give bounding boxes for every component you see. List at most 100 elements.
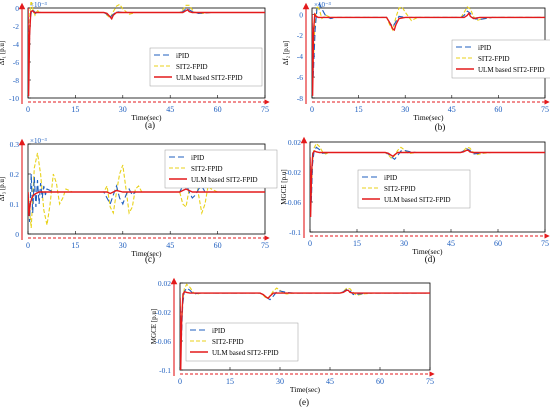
legend: iPID SIT2-FPID ULM based SIT2-FPID [357, 169, 471, 209]
legend-label: iPID [478, 44, 491, 52]
x-tick-label: 30 [400, 239, 408, 248]
x-axis-label: Time(sec) [413, 113, 444, 122]
y-tick-label: -0.06 [155, 337, 171, 346]
y-tick-label: -0.1 [159, 366, 171, 375]
x-axis-label: Time(sec) [131, 113, 162, 122]
x-tick-label: 75 [426, 377, 434, 386]
x-axis-label: Time(sec) [412, 247, 443, 256]
legend-label: ULM based SIT2-FPID [176, 74, 243, 82]
x-tick-label: 0 [310, 105, 314, 114]
y-tick-label: 0.02 [158, 279, 171, 288]
x-tick-label: 15 [71, 241, 79, 250]
axis-multiplier: ×10⁻³ [314, 1, 331, 9]
x-tick-label: 15 [355, 105, 363, 114]
x-tick-label: 60 [494, 239, 502, 248]
x-tick-label: 45 [448, 105, 456, 114]
x-tick-label: 30 [119, 241, 127, 250]
y-tick-label: -0.1 [289, 228, 301, 237]
legend-label: ULM based SIT2-FPID [478, 66, 545, 74]
series-line-sit2 [310, 142, 545, 195]
x-tick-label: 30 [276, 377, 284, 386]
series-line-ipid [28, 7, 265, 58]
chart-panel-c: 0 15 30 45 60 75 0 0.1 0.2 0.3 ×10⁻³ Time(sec) Δf₃ [… [0, 137, 278, 264]
y-tick-label: 0.1 [10, 200, 20, 209]
x-tick-label: 75 [261, 241, 269, 250]
x-tick-label: 60 [214, 105, 222, 114]
legend-label: iPID [384, 174, 397, 182]
y-tick-label: 0.2 [10, 170, 20, 179]
legend-label: SIT2-FPID [212, 338, 244, 346]
series-line-sit2 [312, 4, 545, 67]
legend: iPID SIT2-FPID ULM based SIT2-FPID [451, 39, 550, 79]
chart-panel-b: 0 15 30 45 60 75 -8 -6 -4 -2 0 ×10⁻³ Time(sec) Δf₂ [p… [282, 1, 550, 132]
legend: iPID SIT2-FPID ULM based SIT2-FPID [164, 149, 278, 189]
series-line-sit2 [28, 2, 265, 67]
x-tick-label: 0 [26, 105, 30, 114]
y-tick-label: 0.02 [288, 138, 301, 147]
series-line-ipid [312, 2, 545, 78]
series-line-ulm [180, 289, 430, 370]
series-line-ipid [28, 173, 265, 223]
x-tick-label: 45 [166, 105, 174, 114]
y-axis-label: Δf₂ [p.u] [282, 41, 290, 65]
x-tick-label: 75 [261, 105, 269, 114]
y-tick-label: 0.3 [10, 140, 20, 149]
legend-label: ULM based SIT2-FPID [384, 196, 451, 204]
x-tick-label: 60 [376, 377, 384, 386]
legend: iPID SIT2-FPID ULM based SIT2-FPID [185, 322, 299, 362]
legend-box [185, 322, 299, 362]
axis-multiplier: ×10⁻³ [30, 137, 47, 145]
y-tick-label: -4 [297, 52, 303, 61]
series-line-ulm [28, 7, 265, 97]
series-line-sit2 [180, 283, 430, 334]
y-axis-label: MGCE [p.u] [280, 169, 288, 204]
legend: iPID SIT2-FPID ULM based SIT2-FPID [149, 47, 263, 87]
y-tick-label: 0 [299, 10, 303, 19]
x-tick-label: 0 [26, 241, 30, 250]
panel-caption: (a) [145, 120, 155, 130]
legend-label: ULM based SIT2-FPID [191, 176, 258, 184]
chart-panel-d: 0 15 30 45 60 75 -0.1 -0.06 -0.02 0.02 Time(sec) MG… [280, 136, 550, 264]
panel-caption: (b) [435, 122, 446, 132]
x-tick-label: 75 [541, 239, 549, 248]
y-tick-label: -8 [297, 94, 303, 103]
series-line-ulm [28, 188, 265, 217]
y-tick-label: -0.02 [155, 308, 171, 317]
legend-box [149, 47, 263, 87]
x-tick-label: 0 [308, 239, 312, 248]
x-tick-label: 45 [326, 377, 334, 386]
y-tick-label: -0.02 [285, 168, 301, 177]
legend-box [357, 169, 471, 209]
x-axis-label: Time(sec) [290, 385, 321, 394]
legend-box [164, 149, 278, 189]
y-axis-label: Δf₃ [p.u] [0, 177, 6, 201]
x-tick-label: 30 [401, 105, 409, 114]
series-line-ulm [310, 149, 545, 218]
y-axis-label: Δf₁ [p.u] [0, 41, 6, 65]
x-tick-label: 60 [214, 241, 222, 250]
axis-multiplier: ×10⁻³ [30, 1, 47, 9]
panel-caption: (e) [299, 397, 309, 407]
panel-caption: (c) [145, 254, 155, 264]
y-tick-label: 0 [15, 4, 19, 13]
chart-panel-a: 0 15 30 45 60 75 -10 -8 -6 -4 -2 0 ×10⁻³ Time(sec) Δf₁… [0, 1, 270, 130]
x-tick-label: 45 [166, 241, 174, 250]
legend-label: iPID [191, 154, 204, 162]
x-tick-label: 75 [541, 105, 549, 114]
legend-label: iPID [212, 327, 225, 335]
x-tick-label: 15 [226, 377, 234, 386]
series-line-ipid [310, 146, 545, 203]
legend-label: SIT2-FPID [191, 165, 223, 173]
legend-box [451, 39, 550, 79]
series-line-ulm [312, 11, 545, 96]
y-tick-label: -2 [297, 31, 303, 40]
legend-label: SIT2-FPID [176, 63, 208, 71]
x-axis-label: Time(sec) [131, 249, 162, 258]
legend-label: SIT2-FPID [384, 185, 416, 193]
y-tick-label: -8 [13, 76, 19, 85]
y-tick-label: -2 [13, 22, 19, 31]
y-tick-label: -0.06 [285, 198, 301, 207]
y-tick-label: -4 [13, 40, 19, 49]
y-axis-label: MGCE [p.u] [150, 309, 158, 344]
